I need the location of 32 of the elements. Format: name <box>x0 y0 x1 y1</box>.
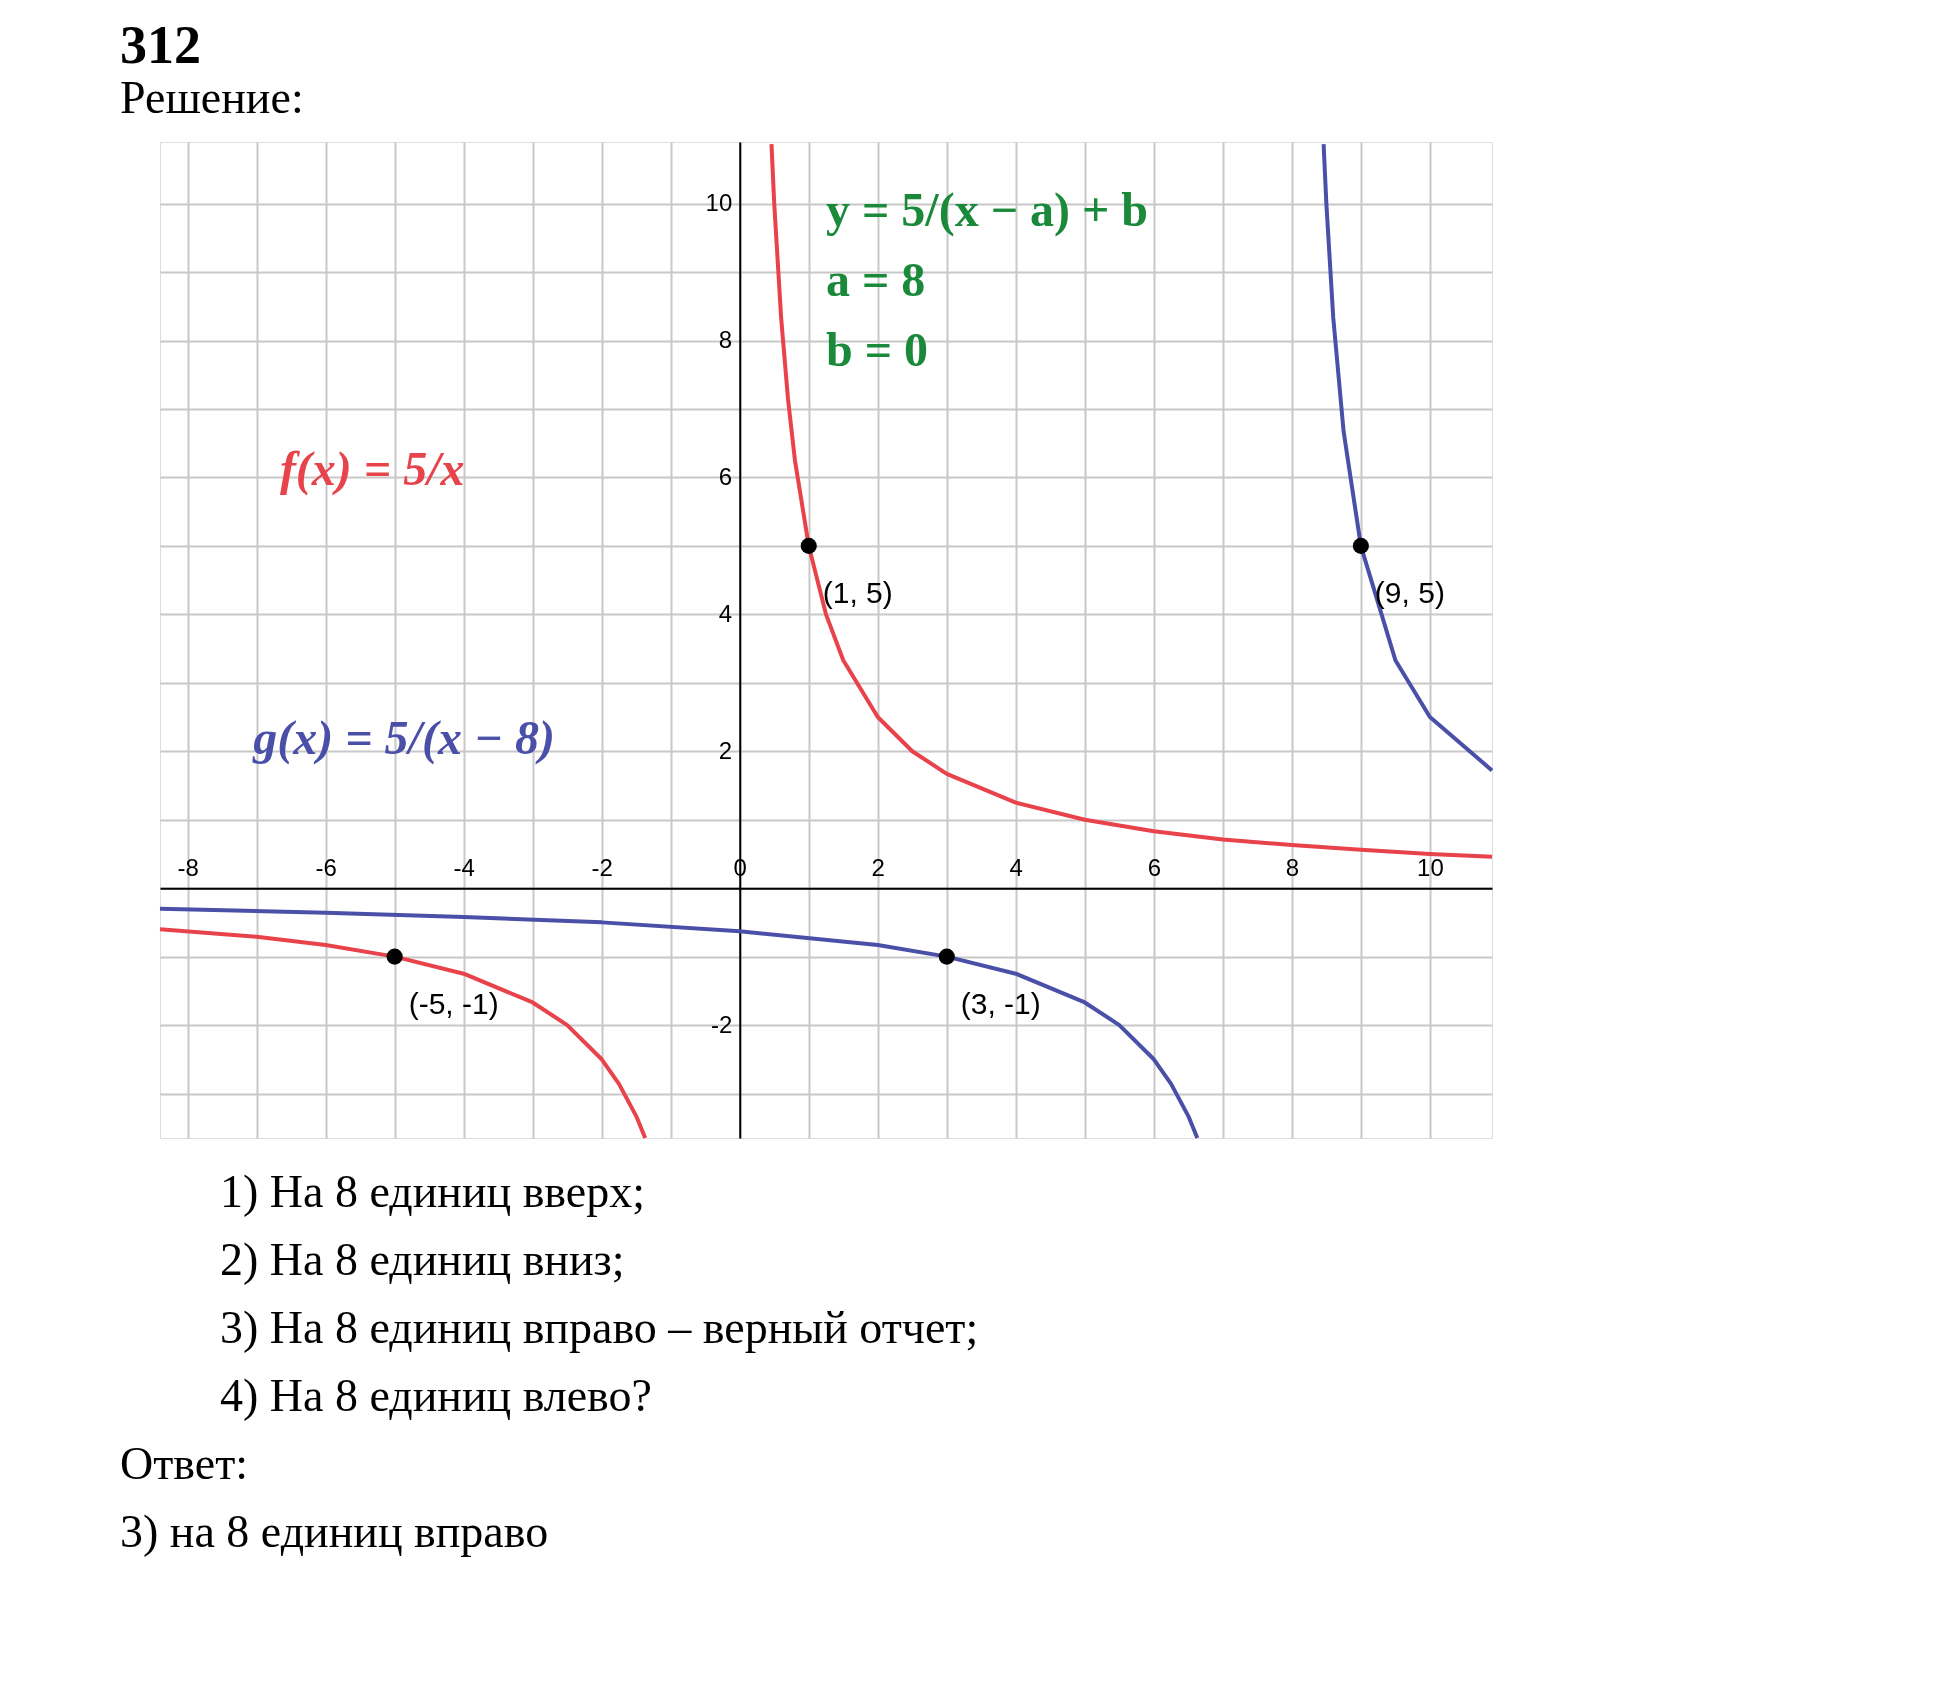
x-tick-label: -6 <box>315 853 337 881</box>
x-tick-label: 8 <box>1285 853 1300 881</box>
annotation: a = 8 <box>826 253 926 306</box>
y-tick-label: -2 <box>710 1010 733 1038</box>
x-tick-label: 4 <box>1009 853 1023 881</box>
y-tick-label: 8 <box>718 326 733 354</box>
text: 3) на 8 единиц вправо <box>120 1506 549 1557</box>
x-tick-label: -8 <box>177 853 199 881</box>
y-tick-label: 6 <box>718 462 733 490</box>
annotation: (-5, -1) <box>408 986 499 1020</box>
y-tick-label: 10 <box>705 189 733 217</box>
y-tick-label: 4 <box>718 599 733 627</box>
annotation: y = 5/(x − a) + b <box>826 183 1149 237</box>
x-tick-label: -4 <box>453 853 475 881</box>
text: 3) На 8 единиц вправо – верный отчет; <box>220 1302 979 1353</box>
text: g(x) = 5/(x − 8) <box>252 710 555 765</box>
chart-title: 312 <box>120 15 201 75</box>
annotation: (3, -1) <box>960 986 1041 1020</box>
annotation: (9, 5) <box>1374 575 1445 609</box>
text: 4) На 8 единиц влево? <box>220 1370 652 1421</box>
y-tick-label: 2 <box>718 736 733 764</box>
x-tick-label: -2 <box>591 853 613 881</box>
text: 2) На 8 единиц вниз; <box>220 1234 625 1285</box>
x-tick-label: 2 <box>871 853 885 881</box>
x-tick-label: 10 <box>1417 853 1444 881</box>
annotation: (1, 5) <box>822 575 893 609</box>
x-tick-label: 6 <box>1147 853 1161 881</box>
annotation: b = 0 <box>826 323 929 376</box>
text: Ответ: <box>120 1438 249 1489</box>
text: 1) На 8 единиц вверх; <box>220 1166 646 1217</box>
chart-subtitle: Решение: <box>120 72 304 123</box>
text: f(x) = 5/x <box>279 441 465 496</box>
